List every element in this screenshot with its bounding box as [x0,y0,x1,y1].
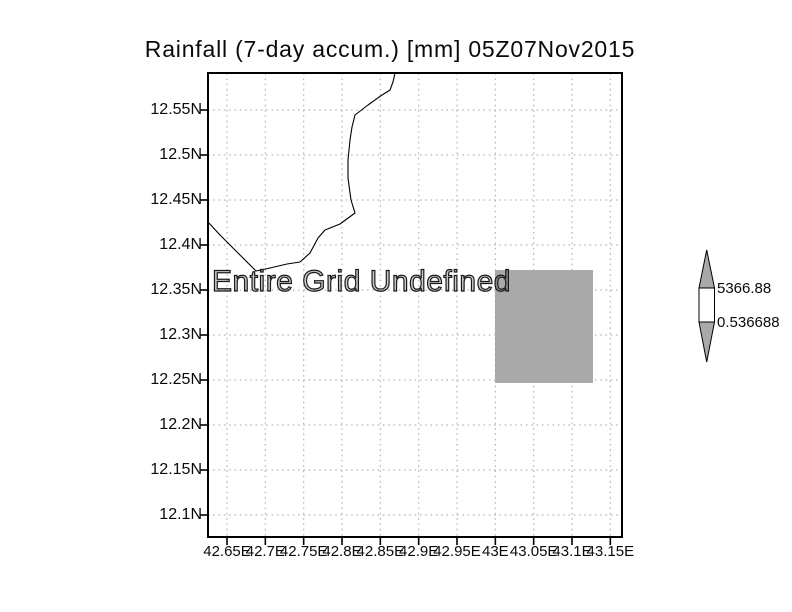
x-tick-label: 43.1E [552,543,592,560]
colorbar-bottom-arrow [698,321,716,363]
x-tick-label: 43.15E [586,543,635,560]
colorbar-body [698,287,715,323]
colorbar-min-label: 0.536688 [717,314,780,331]
y-tick-label: 12.25N [150,371,202,388]
y-tick-label: 12.15N [150,461,202,478]
colorbar-top-arrow [698,249,716,289]
x-tick-label: 42.7E [245,543,285,560]
y-tick-label: 12.3N [159,326,202,343]
x-tick-label: 43.05E [509,543,558,560]
x-tick-label: 42.65E [203,543,251,560]
colorbar-max-label: 5366.88 [717,280,772,297]
coastline-path [207,72,396,272]
y-tick-label: 12.55N [150,101,202,118]
undefined-region-shade [495,270,593,383]
y-tick-label: 12.2N [159,416,202,433]
x-tick-label: 42.8E [322,543,362,560]
y-tick-label: 12.1N [159,506,202,523]
y-tick-label: 12.4N [159,236,202,253]
x-tick-label: 42.9E [399,543,439,560]
x-tick-label: 42.95E [433,543,481,560]
y-tick-label: 12.45N [150,191,202,208]
x-tick-label: 42.75E [279,543,328,560]
y-tick-label: 12.35N [150,281,202,298]
grid-undefined-label: Entire Grid Undefined [211,264,511,298]
x-tick-label: 43E [481,543,509,560]
figure-title: Rainfall (7-day accum.) [mm] 05Z07Nov201… [144,36,636,62]
plot-border [207,72,623,538]
y-tick-label: 12.5N [159,146,202,163]
x-tick-label: 42.85E [356,543,405,560]
